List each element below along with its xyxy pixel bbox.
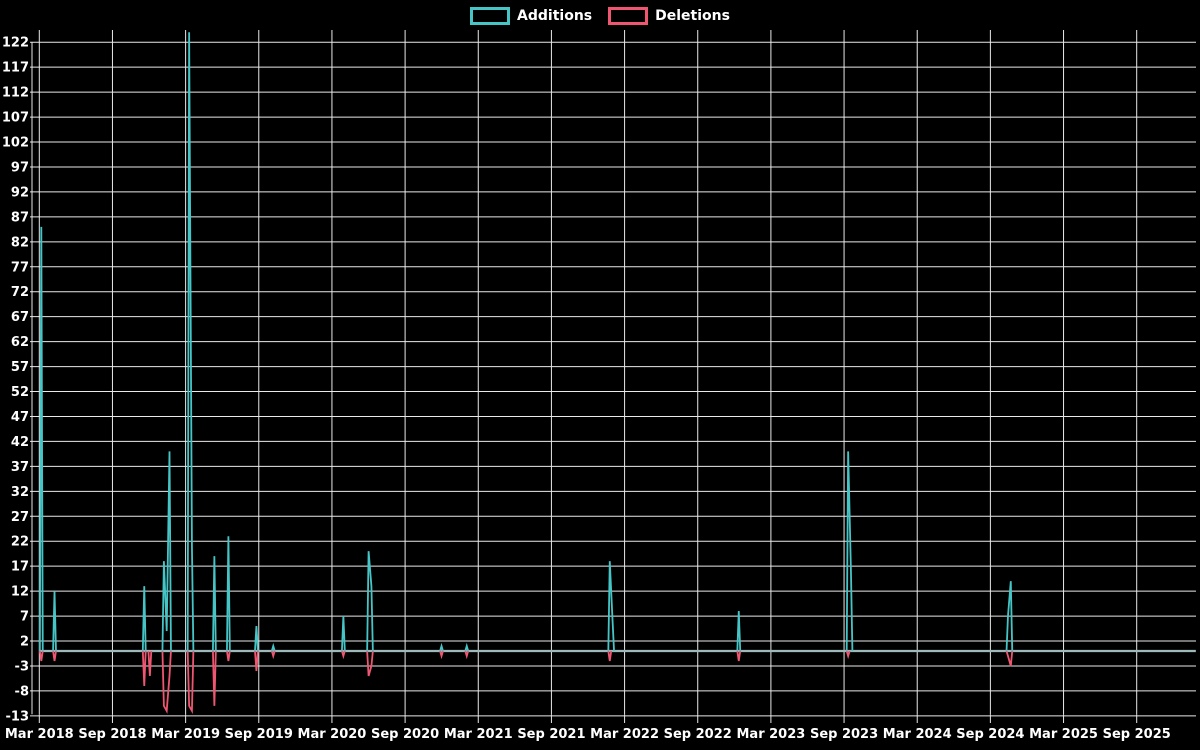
y-tick-label: 12 <box>11 585 29 600</box>
x-tick-label: Sep 2022 <box>664 727 732 742</box>
legend: Additions Deletions <box>0 7 1200 25</box>
y-axis-labels: -13-8-3271217222732374247525762677277828… <box>2 36 29 725</box>
x-tick-label: Sep 2020 <box>371 727 439 742</box>
y-tick-label: 42 <box>11 435 29 450</box>
legend-item-deletions[interactable]: Deletions <box>608 7 730 25</box>
y-tick-label: 92 <box>11 185 29 200</box>
additions-line <box>38 32 1014 652</box>
x-tick-label: Sep 2025 <box>1103 727 1171 742</box>
x-axis-labels: Mar 2018 Sep 2018 Mar 2019 Sep 2019 Mar 2020… <box>5 727 1171 742</box>
y-tick-label: 82 <box>11 235 29 250</box>
y-tick-label: 72 <box>11 285 29 300</box>
x-tick-label: Mar 2023 <box>736 727 805 742</box>
x-tick-label: Mar 2025 <box>1029 727 1098 742</box>
y-tick-label: 122 <box>2 36 29 51</box>
deletions-line <box>38 650 1014 715</box>
y-tick-label: 47 <box>11 410 29 425</box>
legend-item-additions[interactable]: Additions <box>470 7 592 25</box>
y-tick-label: 97 <box>11 160 29 175</box>
y-tick-label: 117 <box>2 61 29 76</box>
additions-swatch-icon <box>470 7 511 25</box>
y-tick-label: 107 <box>2 111 29 126</box>
x-tick-label: Sep 2023 <box>810 727 878 742</box>
y-tick-label: 67 <box>11 310 29 325</box>
y-tick-label: 7 <box>20 610 29 625</box>
y-tick-label: 22 <box>11 535 29 550</box>
legend-label-additions: Additions <box>517 8 593 24</box>
y-tick-label: 102 <box>2 136 29 151</box>
x-tick-label: Mar 2019 <box>151 727 220 742</box>
x-tick-label: Mar 2020 <box>298 727 367 742</box>
legend-label-deletions: Deletions <box>655 8 730 24</box>
y-tick-label: 27 <box>11 510 29 525</box>
y-tick-label: 87 <box>11 210 29 225</box>
x-tick-label: Mar 2024 <box>883 727 952 742</box>
x-tick-label: Sep 2024 <box>956 727 1024 742</box>
y-tick-label: 17 <box>11 560 29 575</box>
x-tick-label: Mar 2021 <box>444 727 513 742</box>
x-tick-label: Mar 2018 <box>5 727 74 742</box>
y-tick-label: 57 <box>11 360 29 375</box>
y-tick-label: 112 <box>2 86 29 101</box>
x-tick-label: Sep 2019 <box>225 727 293 742</box>
x-tick-label: Mar 2022 <box>590 727 659 742</box>
y-tick-label: 52 <box>11 385 29 400</box>
y-tick-label: 62 <box>11 335 29 350</box>
y-tick-label: -3 <box>15 659 29 674</box>
deletions-swatch-icon <box>608 7 649 25</box>
y-tick-label: 37 <box>11 460 29 475</box>
y-tick-label: -8 <box>15 684 29 699</box>
y-tick-label: -13 <box>6 709 30 724</box>
gridlines <box>30 30 1196 723</box>
y-tick-label: 32 <box>11 485 29 500</box>
y-tick-label: 77 <box>11 260 29 275</box>
x-tick-label: Sep 2018 <box>78 727 146 742</box>
x-tick-label: Sep 2021 <box>517 727 585 742</box>
y-tick-label: 2 <box>20 635 29 650</box>
